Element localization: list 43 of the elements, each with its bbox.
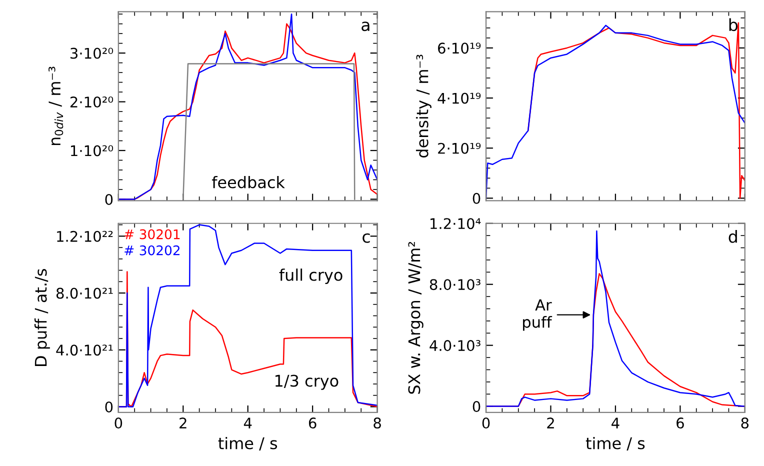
y-tick-label: 8.0·10³ (430, 279, 480, 290)
y-axis-title: n$_{0div}$ / m⁻³ (48, 66, 64, 146)
annotation: Ar puff (523, 299, 552, 331)
y-tick-label: 0 (105, 194, 113, 205)
annotation: 1/3 cryo (276, 374, 338, 390)
y-tick-label: 3·10²⁰ (70, 48, 114, 59)
x-tick-label: 8 (374, 418, 381, 429)
y-tick-label: 4.0·10³ (430, 340, 480, 352)
y-tick-label: 2·10²⁰ (70, 96, 114, 108)
x-tick-label: 6 (308, 418, 316, 429)
y-tick-label: 0 (105, 401, 113, 412)
y-tick-label: 0 (472, 401, 480, 412)
x-tick-label: 0 (114, 418, 122, 429)
y-tick-label: 1.2·10⁴ (430, 218, 481, 230)
y-axis-title: D puff / at./s (34, 269, 50, 366)
x-axis-title: time / s (218, 436, 278, 451)
y-tick-label: 1·10²⁰ (70, 145, 114, 156)
x-tick-label: 6 (676, 418, 684, 429)
y-tick-label: 1.2·10²² (57, 230, 113, 242)
y-tick-label: 0 (472, 192, 480, 204)
x-tick-label: 2 (180, 418, 186, 428)
x-axis-title: time / s (586, 436, 645, 451)
y-tick-label: 4.0·10²¹ (56, 344, 113, 356)
line-series (486, 230, 745, 407)
text: # 30201 (124, 229, 180, 240)
y-tick-label: 8.0·10²¹ (56, 288, 113, 299)
x-tick-label: 8 (741, 418, 749, 429)
annotation: d (728, 230, 737, 243)
x-tick-label: 2 (547, 418, 554, 428)
series-label: # 30202 (124, 245, 180, 256)
annotation: a (362, 22, 370, 32)
x-tick-label: 4 (244, 418, 252, 428)
y-tick-label: 2·10¹⁹ (438, 142, 481, 154)
y-axis-title: SX w. Argon / W/m² (408, 242, 424, 394)
annotation: b (729, 18, 738, 32)
y-tick-label: 6·10¹⁹ (438, 42, 481, 54)
annotation: full cryo (279, 268, 342, 284)
y-axis-title: density / m⁻³ (416, 54, 432, 158)
y-tick-label: 4·10¹⁹ (438, 92, 481, 104)
x-tick-label: 0 (482, 418, 490, 429)
annotation: c (362, 233, 370, 243)
annotation: feedback (212, 176, 285, 188)
x-tick-label: 4 (612, 418, 620, 428)
